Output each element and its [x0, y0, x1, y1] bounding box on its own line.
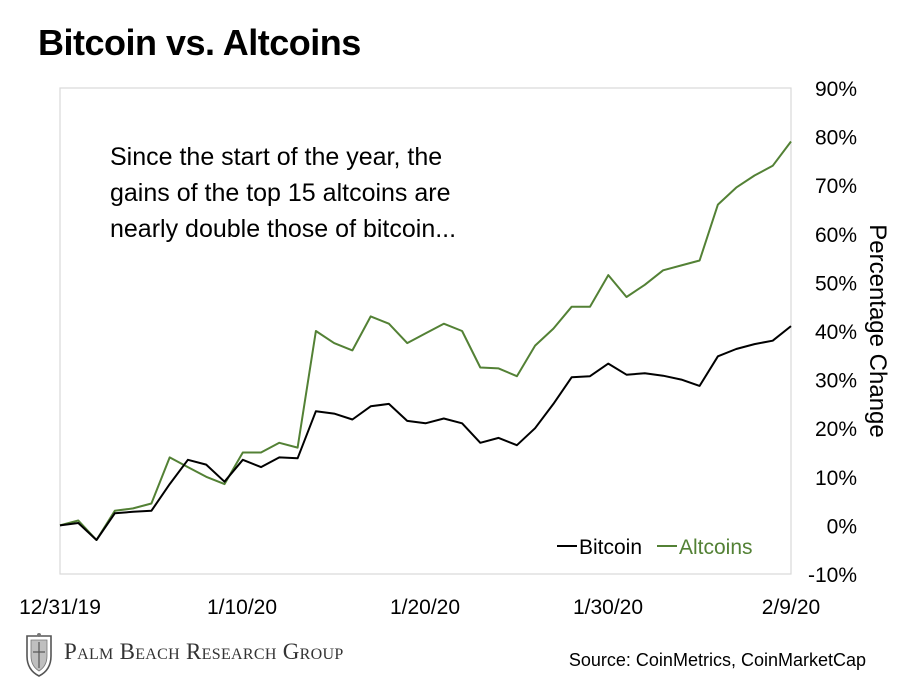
annotation-line-1: Since the start of the year, the: [110, 143, 442, 171]
series-line-altcoins: [59, 140, 792, 541]
y-tick-labels: -10% 0% 10% 20% 30% 40% 50% 60% 70% 80% 90%: [808, 78, 857, 587]
series-line-bitcoin: [59, 325, 792, 541]
y-tick-label: 0%: [827, 515, 857, 538]
x-tick-label: 1/10/20: [207, 596, 277, 619]
x-tick-label: 1/20/20: [390, 596, 460, 619]
y-tick-label: 60%: [815, 224, 857, 247]
y-tick-label: 70%: [815, 175, 857, 198]
legend: Bitcoin Altcoins: [557, 536, 753, 559]
x-tick-label: 12/31/19: [19, 596, 101, 619]
x-tick-label: 2/9/20: [762, 596, 820, 619]
shield-crest-icon: [26, 633, 52, 677]
source-text: Source: CoinMetrics, CoinMarketCap: [568, 650, 866, 670]
chart-title: Bitcoin vs. Altcoins: [38, 22, 361, 63]
legend-label-bitcoin: Bitcoin: [579, 536, 642, 559]
brand-name: Palm Beach Research Group: [64, 637, 404, 673]
y-tick-label: 40%: [815, 321, 857, 344]
y-tick-label: -10%: [808, 564, 857, 587]
plot-frame: [59, 87, 792, 575]
y-tick-label: 10%: [815, 467, 857, 490]
y-tick-label: 80%: [815, 127, 857, 150]
brand: Palm Beach Research Group: [24, 632, 404, 678]
x-tick-label: 1/30/20: [573, 596, 643, 619]
brand-wordmark: Palm Beach Research Group: [64, 639, 344, 664]
y-axis-title: Percentage Change: [864, 224, 891, 438]
x-tick-labels: 12/31/19 1/10/20 1/20/20 1/30/20 2/9/20: [19, 596, 820, 619]
legend-label-altcoins: Altcoins: [679, 536, 753, 559]
svg-text:Palm Beach Research Group: Palm Beach Research Group: [64, 639, 344, 664]
annotation-line-2: gains of the top 15 altcoins are: [110, 179, 451, 207]
annotation-line-3: nearly double those of bitcoin...: [110, 215, 456, 243]
y-tick-label: 30%: [815, 370, 857, 393]
y-tick-label: 20%: [815, 418, 857, 441]
series-layer: [59, 140, 792, 541]
y-tick-label: 90%: [815, 78, 857, 101]
y-tick-label: 50%: [815, 272, 857, 295]
